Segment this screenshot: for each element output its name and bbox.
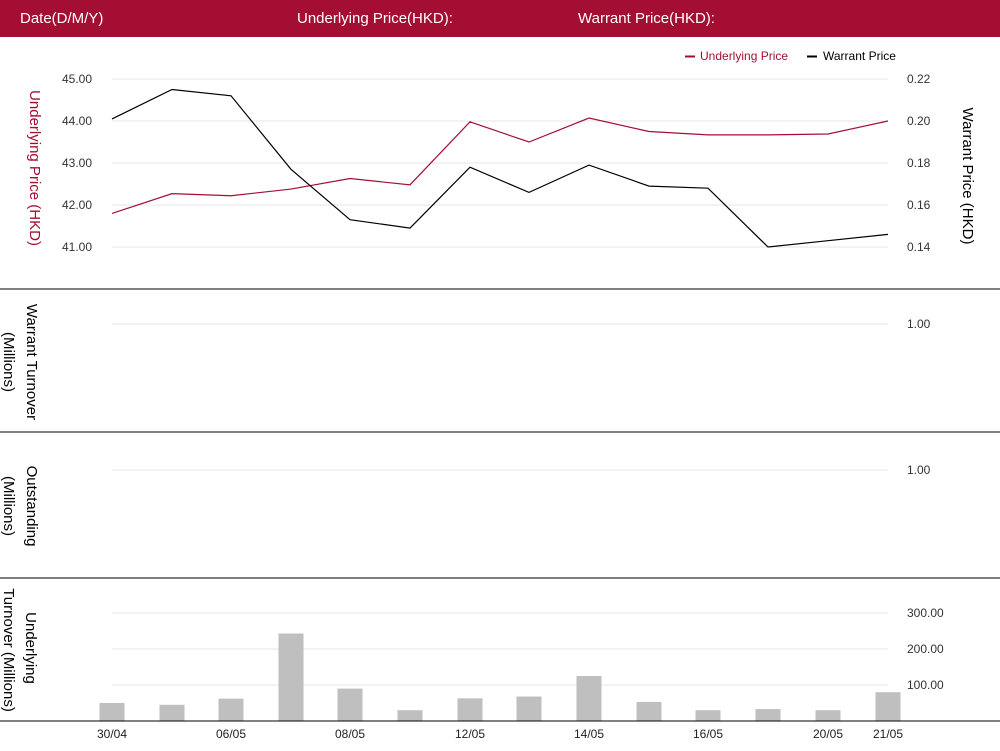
x-tick-label: 08/05 bbox=[335, 727, 365, 741]
axis-title-line: Underlying bbox=[22, 612, 39, 684]
right-tick-label: 0.22 bbox=[907, 72, 931, 86]
x-tick-label: 16/05 bbox=[693, 727, 723, 741]
turnover-bar bbox=[516, 696, 542, 721]
turnover-bar bbox=[159, 704, 185, 721]
turnover-bar bbox=[695, 710, 721, 721]
legend-warrant-marker bbox=[807, 55, 817, 58]
underlying-price-label: Underlying Price(HKD): bbox=[297, 10, 453, 27]
turnover-bar bbox=[875, 692, 901, 721]
x-tick-label: 12/05 bbox=[455, 727, 485, 741]
x-tick-label: 14/05 bbox=[574, 727, 604, 741]
price-chart: 45.00 44.00 43.00 42.00 41.00 0.22 0.20 0.18 0.1… bbox=[0, 49, 1000, 741]
right-tick-label: 0.20 bbox=[907, 114, 931, 128]
legend-underlying-marker bbox=[685, 55, 695, 58]
axis-title-line: Outstanding bbox=[23, 466, 40, 547]
left-axis-title: Underlying Price (HKD) bbox=[26, 90, 43, 246]
warrant-price-label: Warrant Price(HKD): bbox=[578, 10, 715, 27]
warrant-price-line bbox=[111, 88, 889, 248]
x-tick-label: 06/05 bbox=[216, 727, 246, 741]
x-tick-label: 20/05 bbox=[813, 727, 843, 741]
x-tick-label: 30/04 bbox=[97, 727, 127, 741]
left-tick-label: 44.00 bbox=[62, 114, 92, 128]
turnover-bar bbox=[576, 676, 602, 721]
axis-title-line: Warrant Turnover bbox=[23, 304, 40, 420]
turnover-bar bbox=[815, 710, 841, 721]
turnover-bar bbox=[457, 698, 483, 721]
turnover-bar bbox=[99, 703, 125, 721]
right-tick-label: 0.18 bbox=[907, 156, 931, 170]
left-tick-label: 41.00 bbox=[62, 240, 92, 254]
right-tick-label: 0.16 bbox=[907, 198, 931, 212]
turnover-bar bbox=[755, 709, 781, 721]
turnover-bar bbox=[636, 701, 662, 721]
left-tick-label: 42.00 bbox=[62, 198, 92, 212]
axis-title-line: (Millions) bbox=[0, 476, 17, 536]
legend-underlying-label: Underlying Price bbox=[700, 49, 788, 63]
x-tick-label: 21/05 bbox=[873, 727, 903, 741]
right-tick-label: 200.00 bbox=[907, 642, 944, 656]
turnover-bar bbox=[218, 698, 244, 721]
left-tick-label: 43.00 bbox=[62, 156, 92, 170]
axis-title-line: Turnover (Millions) bbox=[0, 588, 17, 712]
right-axis-title: Warrant Price (HKD) bbox=[959, 108, 976, 245]
right-tick-label: 1.00 bbox=[907, 317, 931, 331]
header-bar: Date(D/M/Y) Underlying Price(HKD): Warra… bbox=[0, 0, 1000, 37]
date-label: Date(D/M/Y) bbox=[20, 10, 104, 27]
turnover-bar bbox=[397, 710, 423, 721]
underlying-price-line bbox=[111, 117, 889, 214]
legend-warrant-label: Warrant Price bbox=[823, 49, 896, 63]
turnover-bar bbox=[278, 633, 304, 721]
right-tick-label: 1.00 bbox=[907, 463, 931, 477]
right-tick-label: 300.00 bbox=[907, 606, 944, 620]
left-tick-label: 45.00 bbox=[62, 72, 92, 86]
right-tick-label: 100.00 bbox=[907, 678, 944, 692]
turnover-bar bbox=[337, 688, 363, 721]
right-tick-label: 0.14 bbox=[907, 240, 931, 254]
axis-title-line: (Millions) bbox=[0, 332, 17, 392]
